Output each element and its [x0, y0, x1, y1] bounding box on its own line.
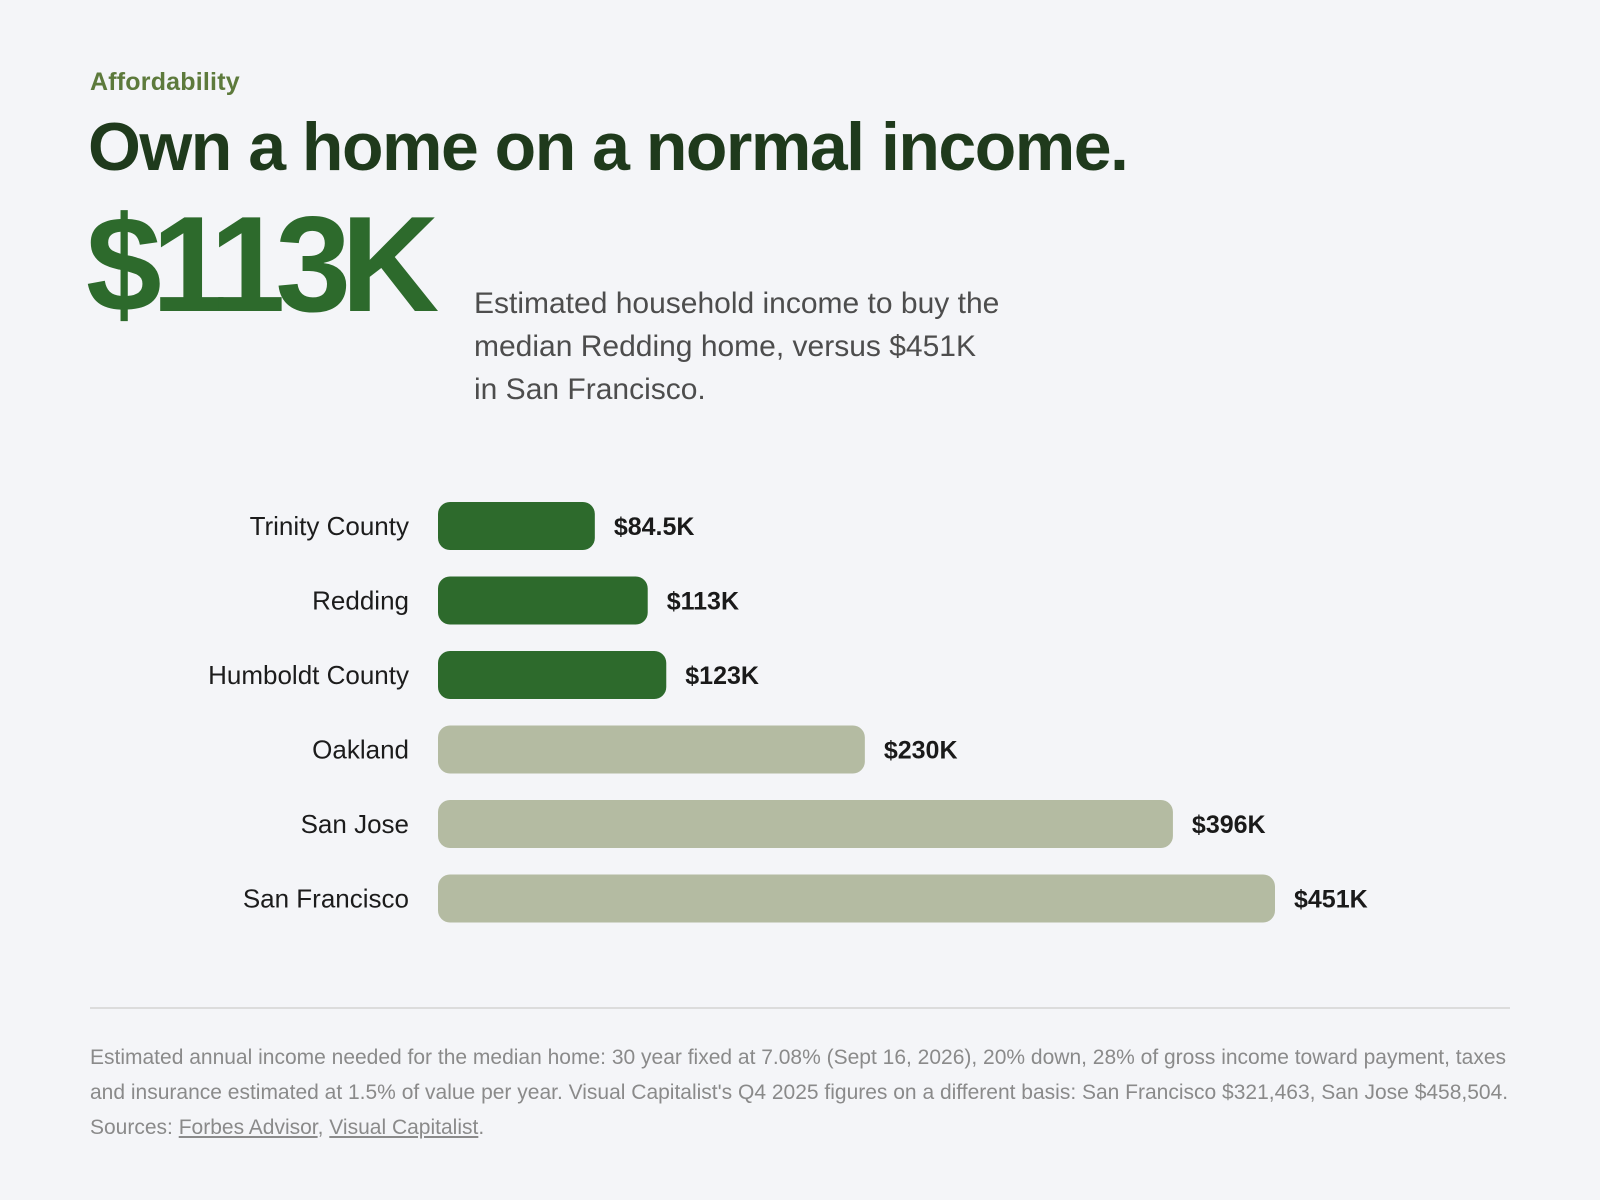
income-bar-chart: Trinity County $84.5K Redding $113K Humboldt… [208, 502, 1368, 923]
footnote: Estimated annual income needed for the m… [90, 1040, 1510, 1145]
footnote-separator: , [317, 1116, 330, 1139]
category-label-trinity-county: Trinity County [250, 511, 409, 541]
bar-redding [438, 576, 648, 625]
forbes-advisor-link[interactable]: Forbes Advisor [178, 1116, 318, 1139]
bar-humboldt-county [438, 651, 667, 699]
value-label-humboldt-county: $123K [685, 662, 759, 690]
bar-san-jose [438, 800, 1173, 848]
page-title: Own a home on a normal income. [88, 109, 1129, 185]
category-label-humboldt-county: Humboldt County [208, 660, 409, 690]
section-eyebrow: Affordability [90, 68, 240, 96]
visual-capitalist-link[interactable]: Visual Capitalist [329, 1116, 479, 1139]
bar-oakland [438, 725, 865, 774]
value-label-san-francisco: $451K [1294, 886, 1368, 914]
divider [90, 1007, 1510, 1009]
category-label-san-francisco: San Francisco [243, 884, 409, 914]
footnote-end: . [478, 1116, 485, 1139]
category-label-redding: Redding [312, 586, 409, 616]
bar-trinity-county [438, 502, 595, 550]
category-label-oakland: Oakland [312, 735, 409, 765]
value-label-san-jose: $396K [1192, 811, 1266, 839]
value-label-trinity-county: $84.5K [614, 513, 695, 541]
bar-san-francisco [438, 874, 1275, 923]
value-label-oakland: $230K [884, 737, 958, 765]
value-label-redding: $113K [667, 588, 739, 616]
stat-caption: Estimated household income to buy the me… [474, 287, 1000, 406]
footnote-text: Estimated annual income needed for the m… [90, 1046, 1509, 1139]
headline-stat: $113K [86, 188, 439, 340]
category-label-san-jose: San Jose [301, 809, 409, 839]
